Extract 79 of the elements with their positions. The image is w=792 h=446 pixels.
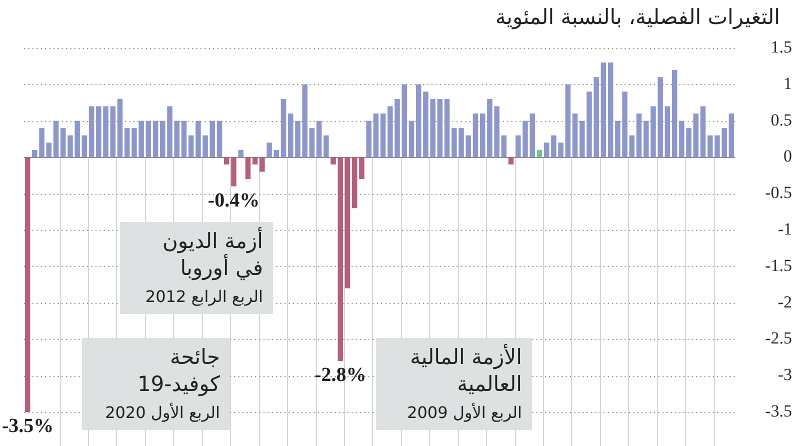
bar [565,84,571,158]
bar [338,157,344,362]
y-tick-label: -1.5 [765,256,792,275]
bar [344,157,350,288]
bar [544,142,550,158]
callout-box: جائحة كوفيد-19 الربع الأول 2020 [82,338,230,430]
annotation: الربع الرابع 2012 [144,286,263,308]
annotation: جائحة كوفيد-19 [136,344,220,398]
bar [536,150,542,158]
bar [181,120,187,158]
bar [444,98,450,158]
bar [700,106,706,158]
bar [501,135,507,158]
bar [437,98,443,158]
data-label: -3.5% [2,415,54,438]
bar [88,106,94,158]
bar [408,120,414,158]
bar [252,157,258,164]
data-label: -2.8% [314,364,366,386]
y-tick-label: 0.5 [770,110,792,130]
bar [245,157,251,180]
bar [380,114,386,158]
bar [572,114,578,158]
bar [309,128,315,158]
y-tick-label: -2.5 [765,328,792,348]
bar [416,84,422,158]
bar [316,120,322,158]
bar [146,120,152,158]
bar [693,114,699,158]
bar [728,114,734,158]
bar [53,120,59,158]
bar [60,128,66,158]
bar [324,135,329,158]
chart-title: التغيرات الفصلية، بالنسبة المئوية [495,4,780,31]
bar [664,106,670,158]
bar [238,150,244,158]
bar [672,70,678,158]
bar [188,135,194,158]
callout-box: الأزمة المالية العالمية الربع الأول 2009 [376,338,532,430]
bar [24,157,30,412]
bar [472,114,478,158]
bar [82,135,88,158]
bar [260,157,265,172]
bar [266,142,272,158]
y-tick-label: 0 [784,146,792,166]
bar [373,114,379,158]
bar [707,135,713,158]
callout-box: أزمة الديون في أوروبا الربع الرابع 2012 [120,222,273,314]
y-tick-label: -0.5 [765,183,792,202]
y-tick-label: 1 [784,74,792,93]
bar [608,62,614,158]
annotation: الربع الأول 2009 [406,402,522,424]
y-tick-label: -3 [778,365,792,384]
bar [366,120,372,158]
bar [210,120,216,158]
bar [636,114,642,158]
bar [274,150,280,158]
bar [46,142,52,158]
bar [480,114,486,158]
annotation: أزمة الديون في أوروبا [161,228,263,282]
y-tick-label: -3.5 [765,401,792,420]
bar [359,157,364,180]
y-tick-label: 1.5 [770,37,792,56]
bar [117,98,123,158]
bar [629,135,635,158]
annotation: الربع الأول 2020 [104,402,220,424]
bar [124,128,130,158]
y-tick-label: -1 [778,219,792,238]
bar [330,157,336,164]
bar [508,157,514,164]
bar [152,120,158,158]
bar [352,157,358,208]
annotation: الأزمة المالية العالمية [409,344,522,398]
data-label: -0.4% [208,189,260,212]
bar [280,98,286,158]
y-tick-label: -2 [778,292,792,312]
bar [216,120,222,158]
bar [600,62,606,158]
bar [402,84,408,158]
